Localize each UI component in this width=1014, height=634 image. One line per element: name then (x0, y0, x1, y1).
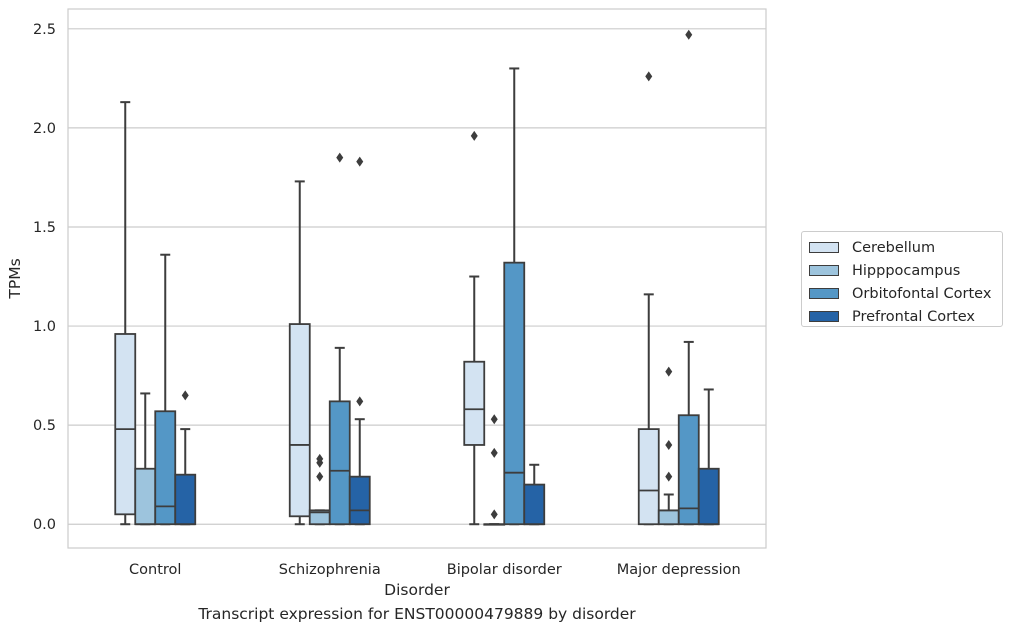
box-2-3 (677, 29, 700, 526)
legend-item-prefrontal: Prefrontal Cortex (809, 305, 1002, 328)
legend-label-orbitofrontal: Orbitofontal Cortex (852, 285, 992, 302)
box-iqr (503, 261, 526, 526)
box-2-0 (154, 253, 177, 526)
box-3-3 (697, 388, 720, 526)
box-iqr (134, 467, 157, 526)
y-axis-label: TPMs (6, 258, 24, 299)
box-3-0 (174, 390, 197, 526)
legend-item-cerebellum: Cerebellum (809, 236, 1002, 259)
outlier-point (490, 414, 498, 425)
outlier-point (470, 130, 478, 141)
box-iqr (463, 360, 486, 446)
outlier-point (356, 396, 364, 407)
box-iqr (523, 483, 546, 526)
box-iqr (174, 473, 197, 526)
box-iqr (637, 428, 660, 526)
box-iqr (328, 400, 351, 526)
outlier-point (665, 366, 673, 377)
x-axis-label: Disorder (384, 581, 450, 599)
legend-label-hippocampus: Hipppocampus (852, 262, 961, 279)
box-1-0 (134, 392, 157, 526)
legend-item-orbitofrontal: Orbitofontal Cortex (809, 282, 1002, 305)
x-tick-label: Bipolar disorder (447, 562, 562, 578)
box-iqr (114, 333, 137, 516)
legend-swatch-cerebellum (809, 242, 839, 253)
box-iqr (348, 475, 371, 526)
outlier-point (490, 447, 498, 458)
x-tick-label: Major depression (617, 562, 741, 578)
figure-caption: Transcript expression for ENST0000047988… (198, 605, 636, 623)
box-iqr (288, 323, 311, 518)
outlier-point (336, 152, 344, 163)
box-1-1 (308, 453, 331, 526)
y-tick-label: 2.5 (33, 22, 56, 38)
outlier-point (490, 509, 498, 520)
outlier-point (685, 29, 693, 40)
legend-item-hippocampus: Hipppocampus (809, 259, 1002, 282)
box-2-2 (503, 67, 526, 526)
box-iqr (154, 410, 177, 526)
box-3-2 (523, 463, 546, 526)
legend-label-prefrontal: Prefrontal Cortex (852, 308, 975, 325)
box-0-2 (463, 130, 486, 526)
y-tick-label: 2.0 (33, 121, 56, 137)
box-0-3 (637, 71, 660, 526)
axes: 0.0 0.5 1.0 1.5 2.0 2.5 Control Schizophrenia Bi… (6, 22, 741, 599)
y-tick-label: 1.0 (33, 319, 56, 335)
outlier-point (316, 471, 324, 482)
y-tick-label: 0.5 (33, 418, 56, 434)
y-tick-label: 0.0 (33, 517, 56, 533)
box-plot-series (114, 29, 720, 526)
outlier-point (316, 453, 324, 464)
box-1-3 (657, 366, 680, 526)
legend-swatch-orbitofrontal (809, 288, 839, 299)
y-tick-label: 1.5 (33, 220, 56, 236)
legend-swatch-hippocampus (809, 265, 839, 276)
x-tick-label: Control (129, 562, 181, 578)
box-3-1 (348, 156, 371, 526)
outlier-point (645, 71, 653, 82)
box-iqr (657, 509, 680, 526)
x-tick-label: Schizophrenia (279, 562, 381, 578)
box-0-1 (288, 180, 311, 526)
legend-swatch-prefrontal (809, 311, 839, 322)
outlier-point (181, 390, 189, 401)
box-1-2 (483, 414, 506, 526)
box-iqr (697, 467, 720, 526)
legend-label-cerebellum: Cerebellum (852, 239, 936, 256)
box-2-1 (328, 152, 351, 526)
outlier-point (665, 471, 673, 482)
outlier-point (356, 156, 364, 167)
box-0-0 (114, 101, 137, 526)
outlier-point (665, 439, 673, 450)
plot-area-frame (67, 8, 767, 549)
legend: Cerebellum Hipppocampus Orbitofontal Cor… (801, 231, 1003, 327)
